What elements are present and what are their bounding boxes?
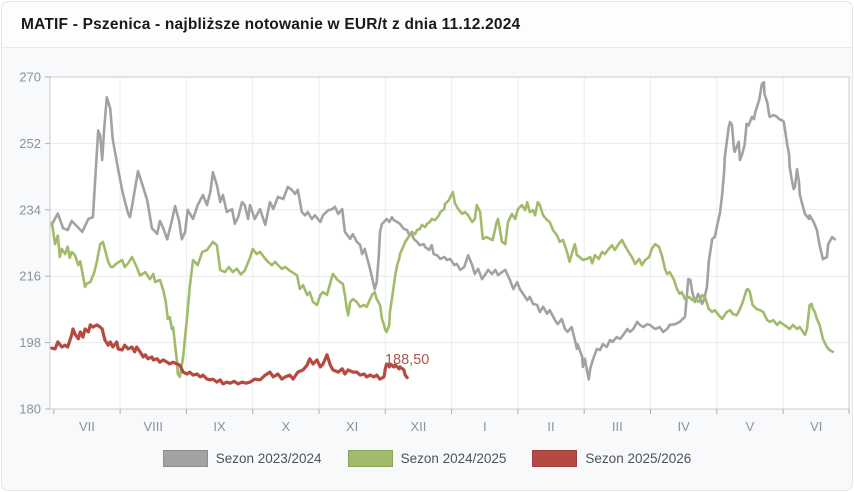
y-axis-labels: 180 198 216 234 252 270: [19, 70, 41, 417]
y-axis-label: 198: [19, 335, 41, 350]
chart-header: MATIF - Pszenica - najbliższe notowanie …: [2, 2, 852, 48]
plot-border: [49, 76, 850, 410]
y-axis-label: 180: [19, 402, 41, 417]
axis-ticks: [45, 76, 850, 414]
x-axis-label: VII: [79, 419, 95, 434]
series-line-sezon-2023-2024: [50, 80, 837, 381]
x-axis-labels: VII VIII IX X XI XII I II III IV V VI: [79, 419, 822, 434]
last-price-label: 188,50: [385, 352, 429, 368]
legend-label: Sezon 2025/2026: [585, 450, 692, 466]
x-axis-label: IV: [678, 419, 691, 434]
x-axis-label: VI: [810, 419, 822, 434]
gridlines: [50, 77, 849, 409]
x-axis-label: II: [547, 419, 554, 434]
page-title: MATIF - Pszenica - najbliższe notowanie …: [21, 15, 521, 33]
y-axis-label: 252: [19, 136, 41, 151]
x-axis-label: IX: [213, 419, 226, 434]
legend-item-sezon-2023-2024[interactable]: Sezon 2023/2024: [162, 449, 322, 467]
y-axis-label: 234: [19, 202, 41, 217]
x-axis-label: VIII: [143, 419, 163, 434]
legend-swatch-red-icon: [532, 449, 578, 467]
legend-swatch-gray-icon: [162, 449, 208, 467]
x-axis-label: I: [483, 419, 487, 434]
y-axis-label: 270: [19, 70, 41, 85]
x-axis-label: XI: [346, 419, 358, 434]
series-line-sezon-2025-2026: [50, 323, 409, 386]
y-axis-label: 216: [19, 269, 41, 284]
legend-label: Sezon 2023/2024: [215, 450, 322, 466]
x-axis-label: X: [282, 419, 291, 434]
legend-item-sezon-2025-2026[interactable]: Sezon 2025/2026: [532, 449, 692, 467]
legend-label: Sezon 2024/2025: [400, 450, 507, 466]
legend-swatch-green-icon: [347, 449, 393, 467]
x-axis-label: XII: [410, 419, 426, 434]
legend-item-sezon-2024-2025[interactable]: Sezon 2024/2025: [347, 449, 507, 467]
x-axis-label: V: [746, 419, 755, 434]
legend: Sezon 2023/2024 Sezon 2024/2025 Sezon 20…: [2, 447, 852, 469]
x-axis-label: III: [612, 419, 623, 434]
